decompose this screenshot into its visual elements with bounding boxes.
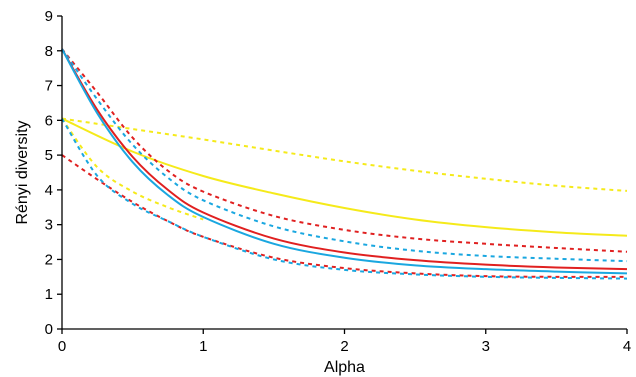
y-tick-label: 9 [45, 8, 53, 25]
series-layer [61, 48, 628, 280]
series-line-5 [61, 48, 628, 271]
y-tick-label: 1 [45, 286, 53, 303]
x-tick-label: 4 [623, 338, 631, 355]
x-tick-label: 1 [199, 338, 207, 355]
x-tick-label: 3 [482, 338, 490, 355]
x-tick-label: 2 [340, 338, 348, 355]
series-line-7 [61, 118, 204, 221]
x-tick-label: 0 [58, 338, 66, 355]
x-axis-label: Alpha [324, 359, 365, 376]
series-line-3 [61, 48, 628, 253]
series-line-9 [61, 118, 628, 280]
ticks-layer: 0 1 2 3 4 5 6 7 8 9 0 1 2 3 4 [45, 8, 632, 355]
y-tick-label: 4 [45, 182, 53, 199]
series-line-6 [61, 48, 628, 275]
y-tick-label: 2 [45, 251, 53, 268]
series-line-4 [61, 48, 628, 263]
y-axis-label: Rényi diversity [14, 120, 31, 224]
series-line-1 [61, 117, 628, 192]
y-tick-label: 0 [45, 321, 53, 338]
y-tick-label: 7 [45, 78, 53, 95]
y-tick-label: 8 [45, 43, 53, 60]
y-tick-label: 5 [45, 147, 53, 164]
y-tick-label: 6 [45, 112, 53, 129]
y-tick-label: 3 [45, 217, 53, 234]
series-line-2 [61, 117, 628, 237]
